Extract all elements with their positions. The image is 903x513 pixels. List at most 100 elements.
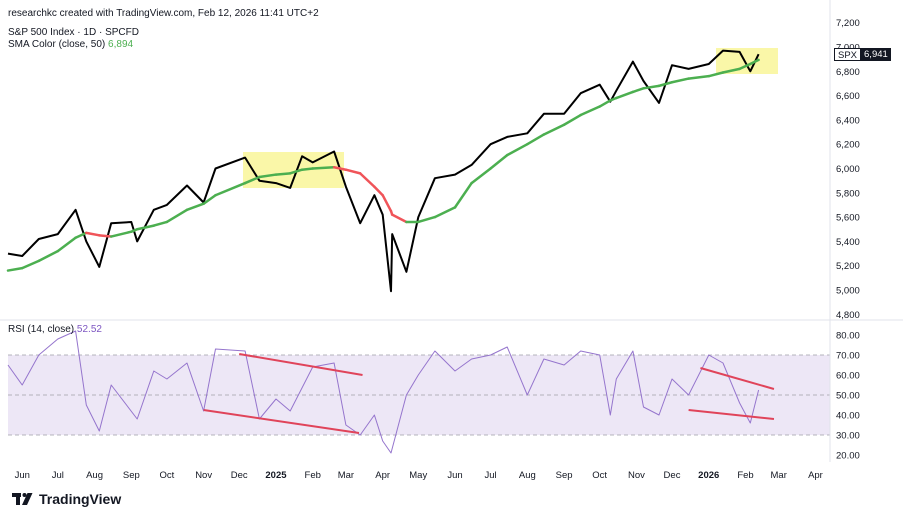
sma-line-segment <box>98 234 113 238</box>
price-tick-label: 6,400 <box>836 115 860 126</box>
rsi-trendline <box>700 367 775 390</box>
ticker-label: SPX <box>834 48 862 61</box>
sma-line-segment <box>562 113 582 127</box>
time-tick-label: Oct <box>592 470 607 481</box>
time-tick-label: Aug <box>519 470 536 481</box>
time-tick-label: Sep <box>556 470 573 481</box>
highlight-box <box>243 152 344 188</box>
sma-line-segment <box>542 123 566 136</box>
sma-line-segment <box>20 259 41 270</box>
rsi-tick-label: 80.00 <box>836 331 860 342</box>
sma-line-segment <box>152 220 169 227</box>
price-highlights <box>243 48 778 188</box>
sma-line-segment <box>707 71 725 78</box>
sma-line-segment <box>598 99 612 108</box>
tradingview-logo-icon <box>12 493 33 505</box>
sma-line-segment <box>74 231 88 240</box>
price-tick-label: 5,200 <box>836 261 860 272</box>
sma-line-segment <box>85 231 101 237</box>
sma-line-segment <box>453 181 473 209</box>
time-tick-label: May <box>409 470 427 481</box>
rsi-legend-label: RSI (14, close) <box>8 324 75 335</box>
rsi-axis: 20.00 30.00 40.00 50.00 60.00 70.00 80.00 <box>836 331 860 462</box>
last-price-tag: SPX 6,941 <box>834 48 891 61</box>
rsi-tick-label: 70.00 <box>836 351 860 362</box>
sma-line-segment <box>274 172 292 176</box>
last-price-label: 6,941 <box>861 48 891 61</box>
brand-name: TradingView <box>39 491 122 507</box>
sma-line-segment <box>344 168 362 175</box>
sma-line-segment <box>300 167 314 171</box>
sma-line-segment <box>505 142 529 157</box>
time-tick-label: Feb <box>305 470 321 481</box>
price-tick-label: 7,200 <box>836 18 860 29</box>
sma-line-segment <box>721 67 741 74</box>
sma-line-segment <box>243 175 261 185</box>
sma-line-segment <box>56 236 77 253</box>
time-tick-label: Mar <box>338 470 354 481</box>
sma-line-segment <box>6 266 24 272</box>
time-tick-label: Jun <box>447 470 462 481</box>
sma-line-segment <box>470 167 492 185</box>
sma-legend-value: 6,894 <box>108 39 134 50</box>
rsi-trendlines <box>203 353 775 434</box>
time-tick-label: Jul <box>52 470 64 481</box>
time-tick-label: 2026 <box>698 470 719 481</box>
sma-line-segment <box>631 87 645 94</box>
price-tick-label: 5,600 <box>836 213 860 224</box>
sma-line-segment <box>311 166 336 170</box>
sma-line-segment <box>185 202 205 212</box>
sma-line-segment <box>526 133 546 146</box>
time-tick-label: Aug <box>86 470 103 481</box>
rsi-tick-label: 30.00 <box>836 431 860 442</box>
brand-logo[interactable]: TradingView <box>12 491 121 507</box>
sma-legend-label: SMA Color (close, 50) <box>8 39 106 50</box>
rsi-trendline <box>203 409 360 434</box>
time-tick-label: Jun <box>15 470 30 481</box>
watermark: researchkc created with TradingView.com,… <box>8 8 319 19</box>
price-tick-label: 4,800 <box>836 310 860 321</box>
time-tick-label: Dec <box>664 470 681 481</box>
time-tick-label: 2025 <box>265 470 287 481</box>
time-tick-label: Nov <box>628 470 645 481</box>
rsi-trendline <box>239 353 363 376</box>
sma-line-segment <box>332 166 348 171</box>
time-tick-label: Apr <box>375 470 390 481</box>
price-legend-title[interactable]: S&P 500 Index · 1D · SPCFD <box>8 27 139 38</box>
sma-line-segment <box>579 105 601 117</box>
sma-line-segment <box>288 168 304 175</box>
sma-line-segment <box>390 213 408 224</box>
time-tick-label: Feb <box>737 470 753 481</box>
time-tick-label: Sep <box>123 470 140 481</box>
price-series <box>6 49 760 293</box>
price-tick-label: 6,600 <box>836 91 860 102</box>
rsi-legend[interactable]: RSI (14, close) 52.52 <box>8 324 102 335</box>
time-tick-label: Nov <box>195 470 212 481</box>
price-tick-label: 5,400 <box>836 237 860 248</box>
sma-line-segment <box>749 58 760 66</box>
sma-line-segment <box>165 208 189 224</box>
rsi-trendline <box>688 409 775 420</box>
sma-line-segment <box>687 74 711 80</box>
price-tick-label: 5,000 <box>836 286 860 297</box>
rsi-tick-label: 40.00 <box>836 411 860 422</box>
sma-line-segment <box>738 62 752 71</box>
sma-line-segment <box>657 80 674 88</box>
time-tick-label: Jul <box>485 470 497 481</box>
sma-line-segment <box>109 230 133 238</box>
sma-line-segment <box>202 193 217 205</box>
sma-line-segment <box>381 193 393 213</box>
sma-legend[interactable]: SMA Color (close, 50) 6,894 <box>8 39 133 50</box>
rsi-series <box>7 330 760 454</box>
sma-line-segment <box>258 173 278 179</box>
rsi-tick-label: 20.00 <box>836 451 860 462</box>
rsi-line <box>7 330 760 454</box>
time-tick-label: Dec <box>231 470 248 481</box>
price-tick-label: 6,800 <box>836 67 860 78</box>
sma-line-segment <box>642 84 661 90</box>
time-tick-label: Oct <box>159 470 174 481</box>
sma-line-segment <box>37 249 60 263</box>
highlight-box <box>716 48 778 74</box>
